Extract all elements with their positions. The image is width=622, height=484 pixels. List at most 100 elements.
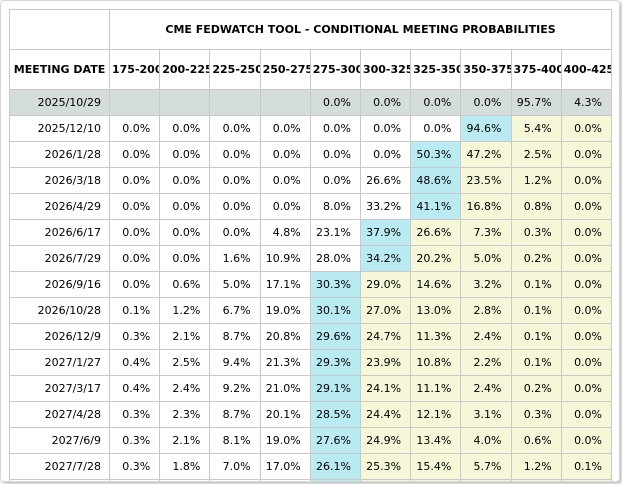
probability-cell: 2.1% [159,323,211,350]
probability-cell: 2.4% [159,375,211,402]
probability-cell: 3.1% [460,401,512,428]
probability-cell: 23.5% [460,167,512,194]
table-row: 2027/6/9 0.3% 2.1% 8.1% 19.0% 27.6% 24.9% 13.4%… [9,427,613,454]
probability-cell: 25.3% [359,479,412,481]
table-row: 2026/12/9 0.3% 2.1% 8.7% 20.8% 29.6% 24.7% 11.3… [9,323,613,350]
table-row: 2026/1/28 0.0% 0.0% 0.0% 0.0% 0.0% 0.0% 50.3% 47… [9,141,613,168]
probability-cell: 27.6% [309,427,361,454]
probability-cell: 23.1% [309,219,361,246]
probability-cell: 0.1% [510,297,562,324]
probability-cell: 17.0% [259,453,311,480]
rate-column-header: 325-350 [410,49,462,90]
probability-cell: 5.7% [460,453,512,480]
meeting-date-cell: 2026/12/9 [9,323,110,350]
conditional-probabilities-table: CME FEDWATCH TOOL - CONDITIONAL MEETING … [9,9,613,481]
probability-cell [159,89,211,116]
probability-cell: 33.2% [359,193,412,220]
probability-cell: 0.6% [510,427,562,454]
probability-cell: 0.0% [560,401,613,428]
probability-cell: 0.0% [560,323,613,350]
probability-cell: 0.1% [560,479,613,481]
probability-cell: 26.1% [309,453,361,480]
probability-cell: 0.0% [108,115,161,142]
probability-cell: 24.9% [359,427,412,454]
probability-cell: 13.0% [410,297,462,324]
probability-cell: 11.1% [410,375,462,402]
probability-cell: 8.7% [209,323,261,350]
probability-cell: 95.7% [510,89,562,116]
probability-cell: 30.1% [309,297,361,324]
probability-cell: 15.4% [410,479,462,481]
probability-cell: 7.3% [460,219,512,246]
probability-cell: 25.3% [359,453,412,480]
probability-cell: 0.0% [410,115,462,142]
probability-cell: 0.2% [510,245,562,272]
probability-cell: 0.0% [560,115,613,142]
probability-cell: 9.4% [209,349,261,376]
probability-cell: 34.2% [359,245,412,272]
probability-cell: 15.4% [410,453,462,480]
meeting-date-cell: 2027/6/9 [9,427,110,454]
probability-cell: 0.0% [108,141,161,168]
column-header-row: MEETING DATE 175-200 200-225 225-250 250-27… [9,49,613,90]
probability-cell: 0.0% [108,193,161,220]
probability-cell: 3.2% [460,271,512,298]
table-row: 2026/3/18 0.0% 0.0% 0.0% 0.0% 0.0% 26.6% 48.6% 2… [9,167,613,194]
probability-cell: 0.0% [560,167,613,194]
meeting-date-cell: 2025/12/10 [9,115,110,142]
probability-cell: 21.3% [259,349,311,376]
probability-cell: 0.0% [560,297,613,324]
table-body: 2025/10/29 0.0% 0.0% 0.0% 0.0% 95.7% 4.3% 2025/… [9,89,613,481]
probability-cell: 29.1% [309,375,361,402]
probability-cell: 11.3% [410,323,462,350]
probability-cell: 0.3% [510,219,562,246]
probability-cell: 0.1% [510,349,562,376]
probability-cell: 0.0% [309,141,361,168]
probability-cell: 23.9% [359,349,412,376]
table-row: 2026/6/17 0.0% 0.0% 0.0% 4.8% 23.1% 37.9% 26.6%… [9,219,613,246]
table-title: CME FEDWATCH TOOL - CONDITIONAL MEETING … [108,9,613,50]
probability-cell: 5.4% [510,115,562,142]
probability-cell: 14.6% [410,271,462,298]
probability-cell: 0.0% [560,271,613,298]
table-row: 2025/10/29 0.0% 0.0% 0.0% 0.0% 95.7% 4.3% [9,89,613,116]
probability-cell: 0.0% [159,245,211,272]
corner-cell [9,9,110,50]
probability-cell: 20.8% [259,323,311,350]
probability-cell: 0.0% [108,219,161,246]
probability-cell: 0.0% [108,271,161,298]
probability-cell: 0.0% [259,167,311,194]
table-row: 2027/3/17 0.4% 2.4% 9.2% 21.0% 29.1% 24.1% 11.1… [9,375,613,402]
probability-cell: 0.0% [209,167,261,194]
table-row: 2027/4/28 0.3% 2.3% 8.7% 20.1% 28.5% 24.4% 12.1… [9,401,613,428]
probability-cell: 20.1% [259,401,311,428]
probability-cell: 19.0% [259,427,311,454]
meeting-date-cell: 2026/9/16 [9,271,110,298]
probability-cell: 0.0% [209,115,261,142]
probability-cell: 47.2% [460,141,512,168]
probability-cell: 0.3% [108,401,161,428]
probability-cell: 0.0% [359,89,412,116]
probability-cell: 2.3% [159,401,211,428]
probability-cell: 0.0% [560,349,613,376]
meeting-date-cell: 2026/3/18 [9,167,110,194]
probability-cell: 21.0% [259,375,311,402]
probability-cell: 0.0% [108,245,161,272]
rate-column-header: 400-425 [560,49,613,90]
probability-cell: 19.0% [259,297,311,324]
probability-cell: 1.2% [510,167,562,194]
probability-cell: 8.0% [309,193,361,220]
probability-cell: 2.4% [460,375,512,402]
probability-cell: 8.7% [209,401,261,428]
probability-cell: 0.0% [460,89,512,116]
meeting-date-cell: 2027/4/28 [9,401,110,428]
probability-cell: 2.2% [460,349,512,376]
probability-cell: 10.8% [410,349,462,376]
probability-cell: 0.6% [159,271,211,298]
probability-cell: 10.9% [259,245,311,272]
probability-cell: 0.0% [560,141,613,168]
table-row: 2027/7/28 0.3% 1.8% 7.0% 17.0% 26.1% 25.3% 15.4… [9,453,613,480]
probability-cell: 28.0% [309,245,361,272]
probability-cell: 94.6% [460,115,512,142]
probability-cell: 0.1% [510,271,562,298]
